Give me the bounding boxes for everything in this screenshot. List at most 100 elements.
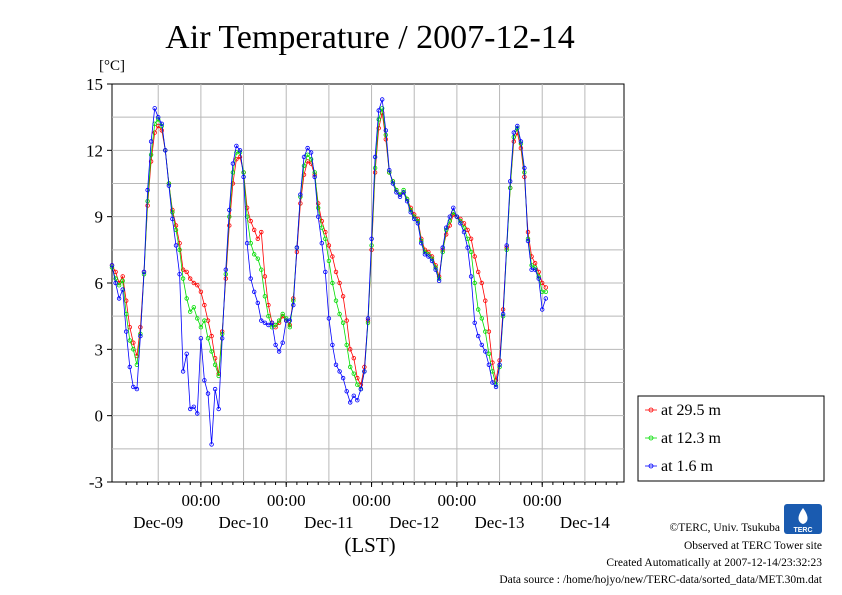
data-point (269, 320, 275, 325)
data-point (276, 349, 282, 354)
data-point (316, 205, 321, 210)
data-point (308, 150, 314, 155)
data-point (340, 294, 346, 299)
data-point (312, 174, 317, 180)
data-point (518, 139, 524, 144)
data-point (525, 238, 531, 244)
data-point (230, 170, 236, 175)
series-line (111, 108, 546, 391)
data-point (468, 274, 474, 279)
data-point (351, 371, 356, 376)
data-point (212, 362, 218, 367)
data-point (251, 289, 257, 294)
data-point (348, 400, 353, 405)
data-point (131, 340, 136, 345)
data-point (337, 311, 342, 317)
data-point (205, 336, 211, 341)
terc-logo-text: TERC (793, 527, 812, 534)
legend: at 29.5 m at 12.3 m at 1.6 m (637, 395, 825, 482)
y-axis-ticks: -3 0 3 6 9 12 15 (86, 75, 112, 492)
data-point (259, 229, 264, 235)
data-point (465, 227, 470, 233)
data-point (340, 375, 346, 381)
x-tick-date: Dec-11 (304, 513, 353, 532)
data-point (476, 333, 481, 339)
data-point (444, 225, 449, 230)
data-point (301, 154, 307, 160)
x-tick-date: Dec-12 (389, 513, 439, 532)
data-point (184, 296, 189, 301)
data-point (394, 190, 399, 195)
data-point (333, 362, 339, 367)
legend-item: at 12.3 m (645, 430, 722, 447)
data-point (348, 347, 353, 352)
data-point (440, 245, 445, 250)
x-tick-time: 00:00 (352, 491, 391, 510)
data-point (294, 245, 300, 250)
y-tick-label: 6 (95, 274, 104, 293)
data-point (120, 274, 125, 279)
legend-swatch-marker (648, 435, 654, 441)
data-point (234, 156, 239, 162)
data-point (227, 223, 232, 228)
data-point (116, 296, 122, 301)
data-point (266, 322, 271, 328)
data-point (187, 309, 193, 314)
data-point (479, 280, 484, 286)
data-point (380, 106, 385, 111)
data-point (262, 320, 268, 325)
data-point (362, 369, 367, 374)
data-point (159, 121, 164, 126)
data-point (134, 386, 140, 392)
data-point (451, 205, 456, 210)
legend-item: at 29.5 m (645, 402, 722, 419)
data-point (227, 207, 232, 213)
data-point (372, 154, 378, 160)
data-point (113, 276, 118, 281)
data-point (191, 305, 196, 310)
data-point (358, 386, 364, 392)
data-point (255, 256, 260, 261)
data-point (540, 307, 545, 312)
data-point (148, 152, 154, 157)
data-point (351, 393, 356, 398)
data-point (308, 156, 314, 162)
data-point (444, 232, 449, 237)
data-point (408, 209, 413, 215)
x-tick-date: Dec-14 (560, 513, 611, 532)
data-point (323, 269, 328, 275)
series-2 (109, 97, 548, 447)
data-point (198, 289, 204, 294)
data-point (330, 254, 335, 259)
data-point (319, 240, 324, 246)
data-point (234, 143, 239, 149)
series-layer (109, 97, 548, 447)
data-point (486, 351, 492, 356)
data-point (180, 276, 186, 281)
data-point (216, 406, 221, 412)
data-point (532, 260, 538, 266)
data-point (251, 227, 257, 233)
x-tick-time: 00:00 (523, 491, 562, 510)
data-point (237, 148, 243, 153)
data-point (266, 314, 271, 319)
data-point (170, 209, 175, 215)
legend-label: at 29.5 m (661, 402, 722, 419)
data-point (333, 269, 339, 275)
data-point (454, 214, 460, 219)
data-point (543, 289, 548, 294)
data-point (209, 349, 214, 354)
data-point (536, 276, 541, 281)
series-0 (109, 110, 548, 387)
data-point (337, 369, 342, 374)
data-point (280, 311, 285, 317)
data-point (376, 125, 381, 131)
data-point (287, 325, 292, 330)
data-point (504, 243, 509, 248)
data-point (251, 252, 257, 257)
data-point (355, 398, 360, 403)
data-point (152, 130, 157, 135)
data-point (355, 382, 360, 387)
data-point (401, 190, 406, 195)
data-point (269, 325, 275, 330)
